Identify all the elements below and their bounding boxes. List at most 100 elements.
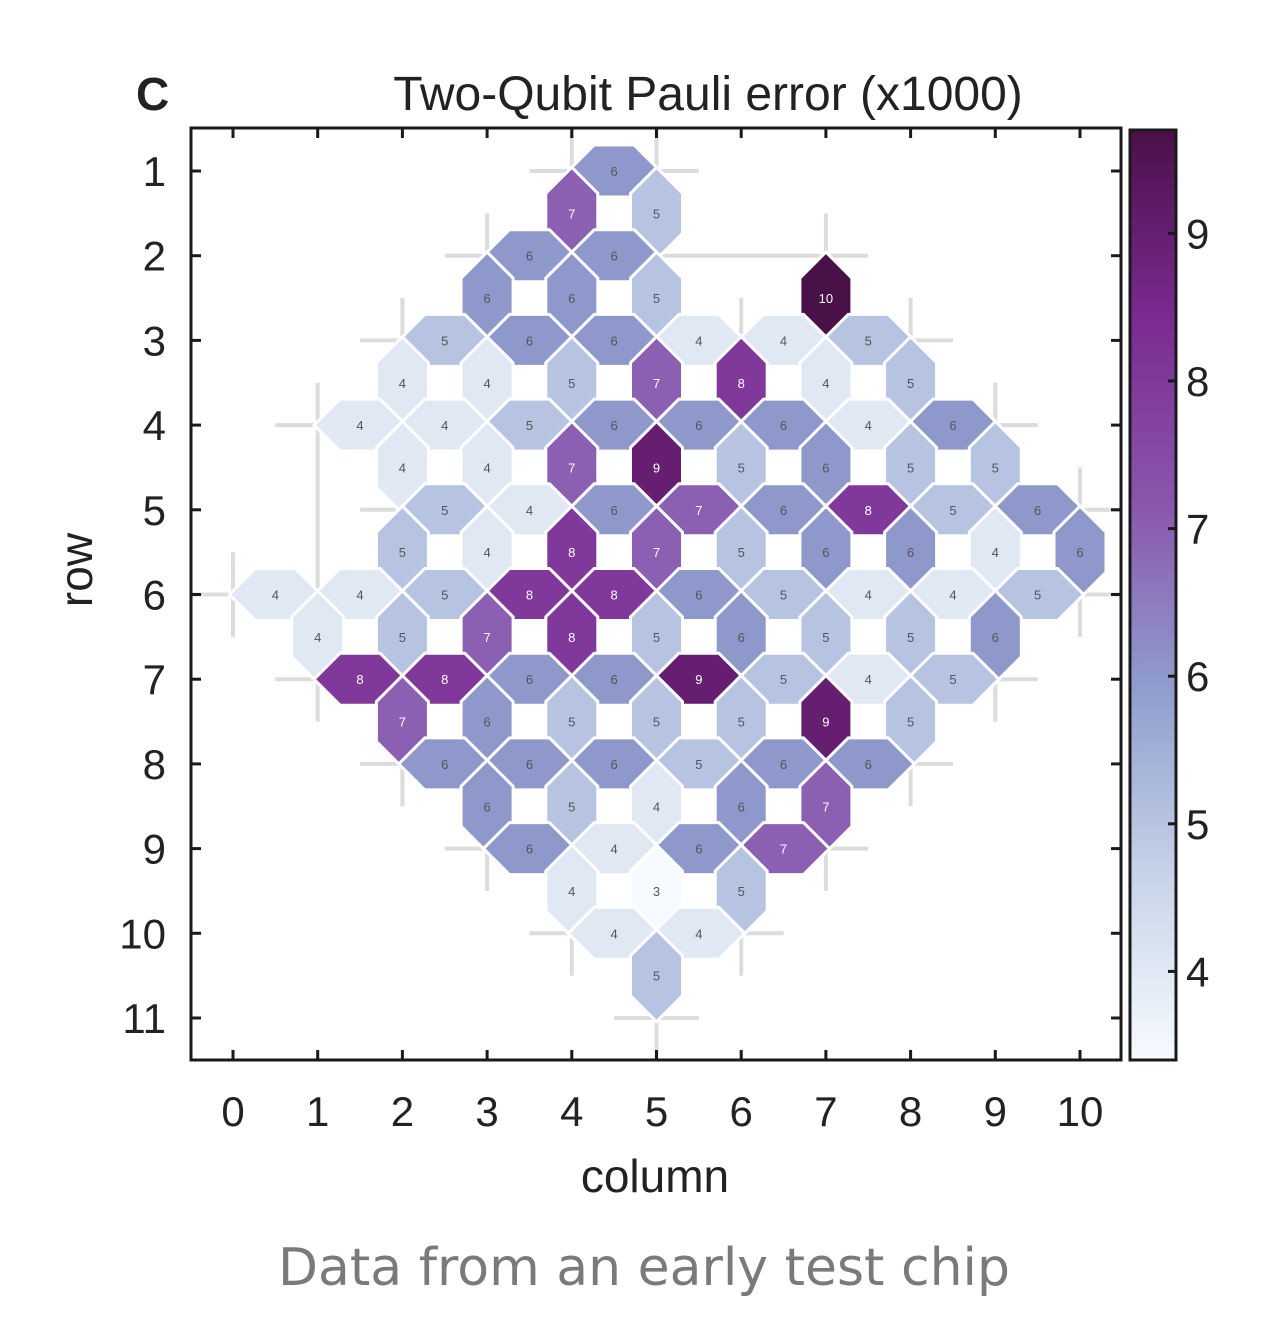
coupler-cell: [629, 927, 684, 1024]
cell-value-label: 5: [441, 588, 448, 603]
cell-value-label: 6: [526, 672, 533, 687]
cell-value-label: 6: [822, 545, 829, 560]
cell-value-label: 4: [272, 588, 279, 603]
y-tick-label: 8: [143, 741, 166, 788]
cell-value-label: 5: [992, 460, 999, 475]
x-tick-label: 8: [899, 1088, 922, 1135]
x-axis-label: column: [581, 1150, 729, 1202]
cell-value-label: 5: [738, 715, 745, 730]
cell-value-label: 9: [653, 460, 660, 475]
cell-value-label: 6: [483, 799, 490, 814]
cell-value-label: 6: [526, 249, 533, 264]
cell-value-label: 4: [483, 460, 490, 475]
cell-value-label: 6: [949, 418, 956, 433]
cell-value-label: 6: [483, 291, 490, 306]
cell-value-label: 6: [483, 715, 490, 730]
cell-value-label: 7: [568, 460, 575, 475]
cell-value-label: 7: [483, 630, 490, 645]
cell-value-label: 8: [738, 376, 745, 391]
cell-value-label: 5: [568, 715, 575, 730]
x-tick-label: 0: [221, 1088, 244, 1135]
y-tick-label: 4: [143, 402, 166, 449]
cell-value-label: 8: [526, 588, 533, 603]
cell-value-label: 5: [907, 630, 914, 645]
cell-value-label: 5: [653, 291, 660, 306]
x-tick-label: 5: [645, 1088, 668, 1135]
colorbar-tick-label: 8: [1186, 358, 1209, 405]
cell-value-label: 6: [865, 757, 872, 772]
cell-value-label: 4: [483, 376, 490, 391]
cell-value-label: 5: [695, 757, 702, 772]
cell-value-label: 5: [568, 376, 575, 391]
cell-value-label: 7: [399, 715, 406, 730]
x-tick-label: 10: [1057, 1088, 1104, 1135]
cell-value-label: 4: [865, 588, 872, 603]
cell-value-label: 6: [611, 249, 618, 264]
cell-value-label: 6: [822, 460, 829, 475]
x-tick-labels: 0 1 2 3 4 5 6 7 8 9 10: [221, 1088, 1103, 1135]
x-tick-label: 7: [814, 1088, 837, 1135]
cell-value-label: 4: [441, 418, 448, 433]
cell-value-label: 5: [441, 503, 448, 518]
cell-value-label: 4: [356, 588, 363, 603]
colorbar: [1128, 128, 1178, 1062]
x-tick-label: 4: [560, 1088, 583, 1135]
cell-value-label: 4: [653, 799, 660, 814]
cell-value-label: 5: [568, 799, 575, 814]
colorbar-tick-label: 5: [1186, 801, 1209, 848]
y-tick-label: 3: [143, 317, 166, 364]
cell-value-label: 6: [738, 630, 745, 645]
cell-value-label: 5: [399, 630, 406, 645]
cell-value-label: 4: [483, 545, 490, 560]
cell-value-label: 6: [780, 757, 787, 772]
cell-value-label: 6: [568, 291, 575, 306]
cell-value-label: 6: [611, 333, 618, 348]
colorbar-tick-label: 4: [1186, 948, 1209, 995]
y-tick-labels: 1 2 3 4 5 6 7 8 9 10 11: [119, 148, 166, 1042]
x-tick-label: 9: [984, 1088, 1007, 1135]
cell-value-label: 5: [526, 418, 533, 433]
cell-value-label: 5: [907, 460, 914, 475]
cell-value-label: 6: [526, 333, 533, 348]
y-tick-label: 9: [143, 826, 166, 873]
x-tick-label: 3: [475, 1088, 498, 1135]
cell-value-label: 6: [611, 164, 618, 179]
y-axis-label: row: [50, 532, 102, 607]
y-tick-label: 7: [143, 656, 166, 703]
cell-value-label: 5: [907, 715, 914, 730]
chart-title: Two-Qubit Pauli error (x1000): [393, 68, 1023, 121]
cell-value-label: 5: [399, 545, 406, 560]
cell-value-label: 7: [695, 503, 702, 518]
cell-value-label: 6: [780, 503, 787, 518]
cell-value-label: 6: [1034, 503, 1041, 518]
cell-value-label: 7: [653, 545, 660, 560]
cell-value-label: 6: [992, 630, 999, 645]
cell-value-label: 4: [399, 376, 406, 391]
cell-value-label: 7: [780, 842, 787, 857]
cell-value-label: 5: [822, 630, 829, 645]
figure-caption: Data from an early test chip: [278, 1238, 1010, 1298]
colorbar-tick-label: 6: [1186, 653, 1209, 700]
axis-ticks: [191, 128, 1121, 1060]
cell-value-label: 4: [526, 503, 533, 518]
x-tick-label: 6: [730, 1088, 753, 1135]
y-tick-label: 1: [143, 148, 166, 195]
cell-value-label: 6: [526, 757, 533, 772]
cell-value-label: 6: [611, 672, 618, 687]
cell-value-label: 4: [992, 545, 999, 560]
y-tick-label: 5: [143, 487, 166, 534]
cell-value-label: 6: [611, 418, 618, 433]
cell-value-label: 6: [1076, 545, 1083, 560]
cell-value-label: 5: [1034, 588, 1041, 603]
colorbar-ticks: 4 5 6 7 8 9: [1168, 210, 1209, 995]
cell-value-label: 8: [356, 672, 363, 687]
cell-value-label: 5: [738, 884, 745, 899]
panel-letter: C: [136, 68, 169, 120]
cell-value-label: 8: [441, 672, 448, 687]
cell-value-label: 6: [695, 418, 702, 433]
cell-value-label: 5: [780, 672, 787, 687]
cell-value-label: 10: [819, 291, 833, 306]
cell-value-label: 4: [865, 418, 872, 433]
cell-value-label: 7: [568, 206, 575, 221]
